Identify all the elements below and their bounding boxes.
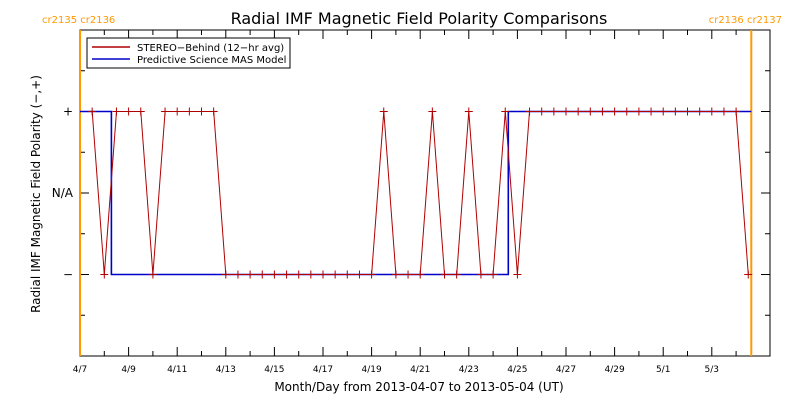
stereo-data-point [416, 270, 425, 279]
carrington-rotation-label-left: cr2135 cr2136 [42, 15, 115, 26]
stereo-data-point [537, 107, 546, 116]
legend-label-stereo: STEREO−Behind (12−hr avg) [137, 43, 284, 54]
stereo-data-point [610, 107, 619, 116]
y-category-label: N/A [52, 186, 74, 200]
stereo-data-point [574, 107, 583, 116]
y-axis-title: Radial IMF Magnetic Field Polarity (−,+) [29, 75, 43, 313]
stereo-data-point [622, 107, 631, 116]
stereo-data-point [744, 270, 753, 279]
model-polarity-line [80, 110, 752, 276]
stereo-data-point [659, 107, 668, 116]
x-tick-label: 4/7 [73, 365, 87, 375]
stereo-data-point [306, 270, 315, 279]
stereo-data-point [173, 107, 182, 116]
stereo-data-point [331, 270, 340, 279]
stereo-data-point [124, 107, 133, 116]
x-tick-label: 4/17 [313, 365, 333, 375]
carrington-rotation-markers [79, 30, 753, 356]
stereo-data-point [464, 107, 473, 116]
stereo-data-point [221, 270, 230, 279]
x-tick-label: 5/1 [656, 365, 670, 375]
stereo-data-point [343, 270, 352, 279]
x-tick-label: 5/3 [705, 365, 719, 375]
stereo-data-point [562, 107, 570, 116]
stereo-data-point [282, 270, 291, 279]
stereo-data-point [88, 107, 97, 116]
stereo-data-point [428, 107, 437, 116]
x-tick-label: 4/9 [121, 365, 136, 375]
carrington-rotation-label-right: cr2136 cr2137 [709, 15, 782, 26]
stereo-data-point [719, 107, 728, 116]
stereo-polarity-line [91, 111, 749, 275]
stereo-data-point [732, 107, 741, 116]
x-tick-label: 4/27 [556, 365, 576, 375]
stereo-data-point [319, 270, 327, 279]
stereo-data-point [136, 107, 145, 116]
stereo-data-point [258, 270, 267, 279]
stereo-data-point [440, 270, 449, 279]
stereo-data-point [112, 107, 121, 116]
stereo-data-point [100, 270, 109, 279]
y-category-label: + [63, 105, 73, 119]
stereo-data-point [598, 107, 607, 116]
plot-frame [79, 29, 771, 357]
stereo-data-point [683, 107, 692, 116]
stereo-data-point [233, 270, 242, 279]
legend-box [86, 37, 291, 69]
x-axis-ticks: 4/7 4/9 4/11 4/13 4/15 4/17 4/19 4/21 4/23 4/25 4/… [73, 30, 737, 375]
stereo-data-point [270, 270, 279, 279]
stereo-data-point [161, 107, 170, 116]
stereo-data-point [476, 270, 485, 279]
stereo-data-point [367, 270, 376, 279]
x-axis-title: Month/Day from 2013-04-07 to 2013-05-04 … [274, 380, 563, 394]
stereo-data-point [452, 270, 461, 279]
stereo-data-point [197, 107, 206, 116]
stereo-data-point [185, 107, 194, 116]
stereo-data-point [489, 270, 498, 279]
legend-label-model: Predictive Science MAS Model [137, 55, 286, 66]
stereo-data-point [586, 107, 595, 116]
x-tick-label: 4/19 [361, 365, 381, 375]
stereo-data-point [246, 270, 255, 279]
x-tick-label: 4/25 [507, 365, 527, 375]
chart-title: Radial IMF Magnetic Field Polarity Compa… [231, 9, 608, 28]
stereo-data-point [379, 107, 388, 116]
stereo-data-point [294, 270, 303, 279]
x-tick-label: 4/13 [216, 365, 236, 375]
x-tick-label: 4/15 [264, 365, 284, 375]
stereo-data-point [209, 107, 218, 116]
stereo-data-point [707, 107, 716, 116]
stereo-data-point [525, 107, 534, 116]
stereo-data-point [355, 270, 364, 279]
stereo-data-point [695, 107, 704, 116]
y-category-label: − [63, 268, 73, 282]
stereo-data-point [634, 107, 643, 116]
x-tick-label: 4/23 [459, 365, 479, 375]
stereo-data-point [671, 107, 680, 116]
x-tick-label: 4/11 [167, 365, 187, 375]
x-tick-label: 4/21 [410, 365, 430, 375]
x-tick-label: 4/29 [604, 365, 624, 375]
stereo-data-point [549, 107, 558, 116]
stereo-data-point [391, 270, 400, 279]
legend: STEREO−Behind (12−hr avg) Predictive Sci… [86, 37, 291, 69]
stereo-data-point [513, 270, 522, 279]
stereo-data-point [148, 270, 157, 279]
stereo-data-point [647, 107, 656, 116]
series-layer [80, 107, 753, 279]
stereo-data-point [501, 107, 510, 116]
stereo-data-point [404, 270, 413, 279]
